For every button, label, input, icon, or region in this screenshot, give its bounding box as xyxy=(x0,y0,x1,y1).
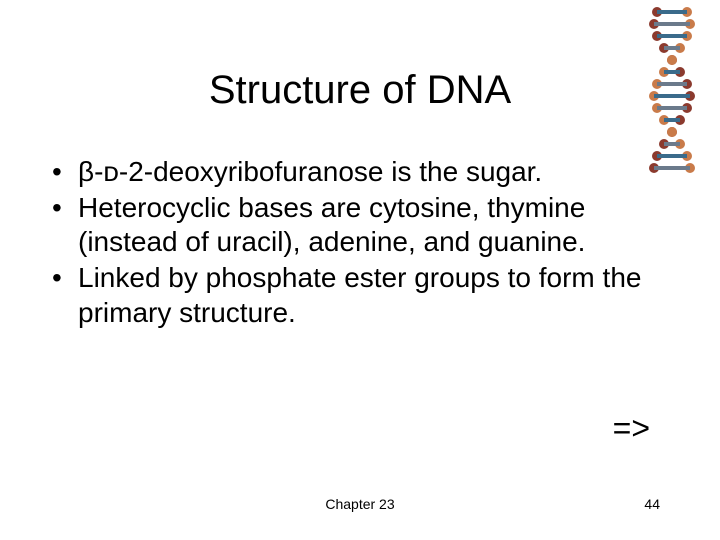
footer-chapter: Chapter 23 xyxy=(0,496,720,512)
next-arrow: => xyxy=(613,410,650,447)
bullet-item: Linked by phosphate ester groups to form… xyxy=(48,261,660,329)
bullet-item: β-ᴅ-2-deoxyribofuranose is the sugar. xyxy=(48,155,660,189)
slide-title: Structure of DNA xyxy=(0,68,720,113)
bullet-item: Heterocyclic bases are cytosine, thymine… xyxy=(48,191,660,259)
bullet-list: β-ᴅ-2-deoxyribofuranose is the sugar. He… xyxy=(48,155,660,332)
footer-page-number: 44 xyxy=(644,496,660,512)
slide: Structure of DNA β-ᴅ-2-deoxyribofuranose… xyxy=(0,0,720,540)
